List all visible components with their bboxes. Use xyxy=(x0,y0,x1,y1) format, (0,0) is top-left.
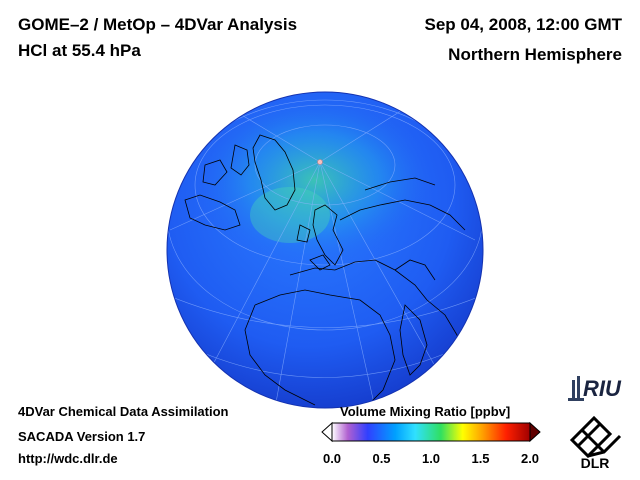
colorbar xyxy=(321,421,541,443)
globe-map xyxy=(166,91,484,409)
colorbar-tick-label: 0.0 xyxy=(322,451,342,466)
hemisphere-label: Northern Hemisphere xyxy=(448,45,622,64)
datetime-label: Sep 04, 2008, 12:00 GMT xyxy=(424,15,623,34)
svg-text:RIU: RIU xyxy=(583,376,622,401)
riu-logo: RIU xyxy=(568,376,622,401)
assimilation-label: 4DVar Chemical Data Assimilation xyxy=(18,404,229,419)
colorbar-gradient xyxy=(331,422,531,442)
arctic-anomaly xyxy=(195,95,435,265)
svg-text:DLR: DLR xyxy=(581,455,610,470)
colorbar-tick-label: 2.0 xyxy=(520,451,540,466)
colorbar-low-arrow xyxy=(321,421,333,443)
north-pole-marker xyxy=(317,159,323,165)
species-label: HCl at 55.4 hPa xyxy=(18,41,141,60)
colorbar-title: Volume Mixing Ratio [ppbv] xyxy=(340,404,511,419)
version-label: SACADA Version 1.7 xyxy=(18,429,146,444)
colorbar-tick-label: 1.5 xyxy=(471,451,490,466)
map-title: GOME–2 / MetOp – 4DVar Analysis xyxy=(18,15,298,34)
colorbar-tick-label: 1.0 xyxy=(421,451,441,466)
colorbar-high-arrow xyxy=(529,421,541,443)
colorbar-tick-label: 0.5 xyxy=(372,451,391,466)
dlr-logo: DLR xyxy=(569,415,622,470)
url-link[interactable]: http://wdc.dlr.de xyxy=(18,451,118,466)
